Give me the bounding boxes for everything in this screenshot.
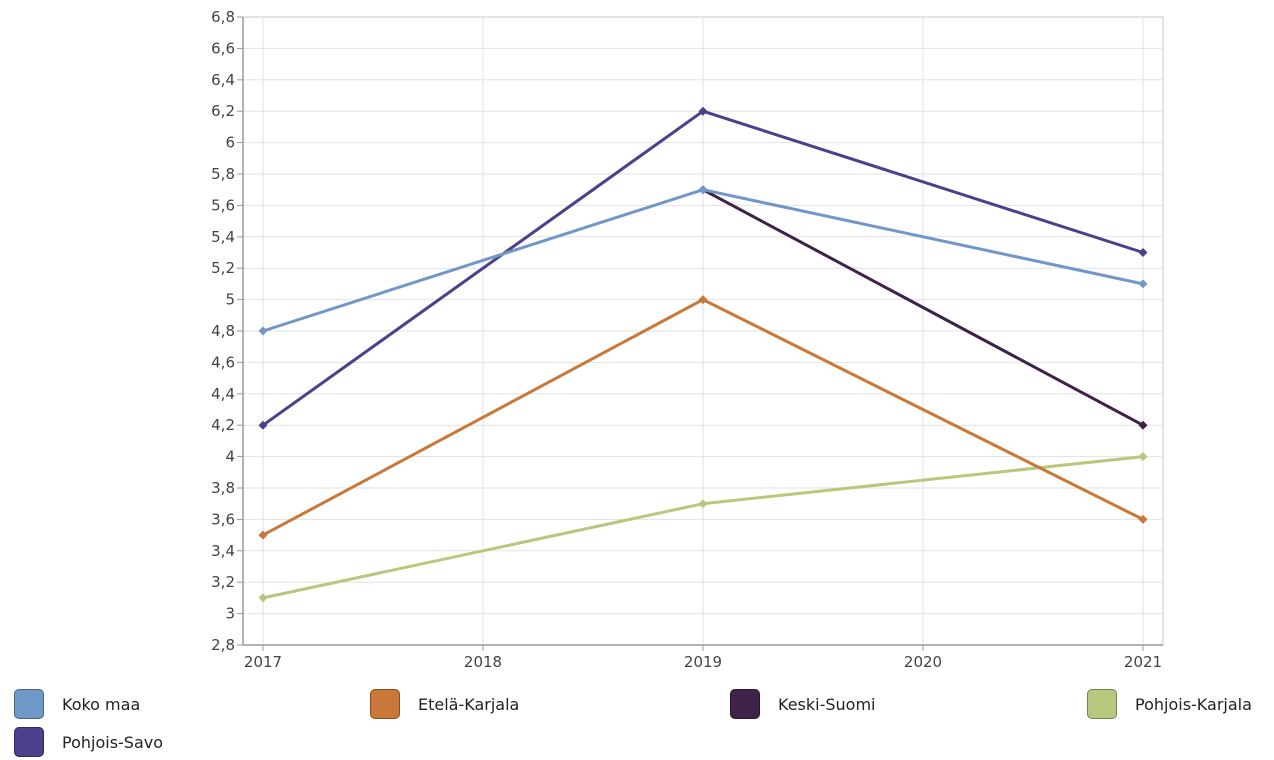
x-tick-label: 2019 (684, 653, 722, 671)
data-point-pohjois-karjala (1138, 452, 1148, 462)
y-axis: 2,8 3 3,2 3,4 3,6 3,8 4 4,2 4,4 4,6 4,8 5 5,2 5,4 5,6 5… (211, 8, 244, 654)
legend-item-koko-maa[interactable]: Koko maa (14, 686, 140, 722)
data-point-keski-suomi (1138, 420, 1148, 430)
line-chart: 2,8 3 3,2 3,4 3,6 3,8 4 4,2 4,4 4,6 4,8 5 5,2 5,4 5,6 5… (211, 8, 1164, 671)
legend-swatch (730, 689, 760, 719)
y-tick-label: 2,8 (211, 636, 235, 654)
y-tick-label: 4,4 (211, 385, 235, 403)
data-point-pohjois-savo (258, 420, 268, 430)
y-tick-label: 3 (225, 605, 235, 623)
legend-swatch (14, 727, 44, 757)
y-tick-label: 5,8 (211, 165, 235, 183)
data-point-etela-karjala (698, 295, 708, 305)
x-tick-label: 2021 (1124, 653, 1162, 671)
series-lines (262, 109, 1144, 600)
data-point-koko-maa (258, 326, 268, 336)
legend-item-keski-suomi[interactable]: Keski-Suomi (730, 686, 875, 722)
series-markers (258, 106, 1148, 603)
y-tick-label: 4,8 (211, 322, 235, 340)
legend-label: Etelä-Karjala (418, 694, 520, 714)
data-point-koko-maa (698, 185, 708, 195)
legend-label: Pohjois-Karjala (1135, 694, 1252, 714)
y-tick-label: 3,4 (211, 542, 235, 560)
legend-item-pohjois-savo[interactable]: Pohjois-Savo (14, 724, 163, 760)
data-point-pohjois-savo (1138, 248, 1148, 257)
y-tick-label: 6,2 (211, 102, 235, 120)
data-point-pohjois-karjala (258, 593, 268, 603)
legend-swatch (14, 689, 44, 719)
y-tick-label: 6 (225, 134, 235, 152)
legend-swatch (1087, 689, 1117, 719)
x-tick-label: 2017 (244, 653, 282, 671)
data-point-koko-maa (1138, 279, 1148, 289)
legend-label: Koko maa (62, 694, 141, 714)
y-tick-label: 6,8 (211, 8, 235, 26)
data-point-pohjois-savo (698, 106, 708, 116)
y-tick-label: 6,4 (211, 71, 235, 89)
legend-item-etela-karjala[interactable]: Etelä-Karjala (370, 686, 519, 722)
data-point-etela-karjala (1138, 514, 1148, 524)
data-point-pohjois-karjala (698, 499, 708, 509)
y-tick-label: 4,2 (211, 416, 235, 434)
y-tick-label: 3,6 (211, 510, 235, 528)
y-tick-label: 5,4 (211, 228, 235, 246)
x-tick-label: 2018 (464, 653, 502, 671)
legend-label: Pohjois-Savo (62, 732, 164, 752)
y-tick-label: 6,6 (211, 39, 235, 57)
y-tick-label: 4 (225, 448, 235, 466)
y-tick-label: 3,2 (211, 573, 235, 591)
legend: Koko maa Etelä-Karjala Keski-Suomi Pohjo… (0, 680, 1274, 757)
x-tick-label: 2020 (904, 653, 942, 671)
legend-item-pohjois-karjala[interactable]: Pohjois-Karjala (1087, 686, 1252, 722)
x-axis: 2017 2018 2019 2020 2021 (243, 644, 1163, 671)
y-tick-label: 4,6 (211, 353, 235, 371)
y-tick-label: 5 (225, 291, 235, 309)
y-tick-label: 5,2 (211, 259, 235, 277)
legend-swatch (370, 689, 400, 719)
data-point-etela-karjala (258, 530, 268, 540)
y-tick-label: 5,6 (211, 196, 235, 214)
y-tick-label: 3,8 (211, 479, 235, 497)
legend-label: Keski-Suomi (778, 694, 876, 714)
series-line-keski-suomi (702, 188, 1144, 427)
